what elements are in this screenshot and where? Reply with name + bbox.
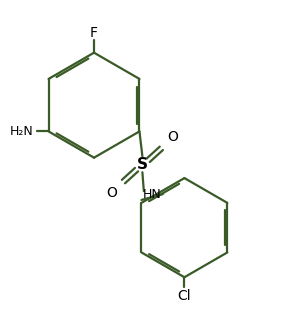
Text: S: S (137, 158, 148, 172)
Text: HN: HN (142, 188, 161, 201)
Text: O: O (167, 130, 178, 144)
Text: F: F (90, 26, 98, 40)
Text: O: O (107, 186, 117, 200)
Text: Cl: Cl (178, 289, 191, 303)
Text: H₂N: H₂N (10, 125, 34, 138)
